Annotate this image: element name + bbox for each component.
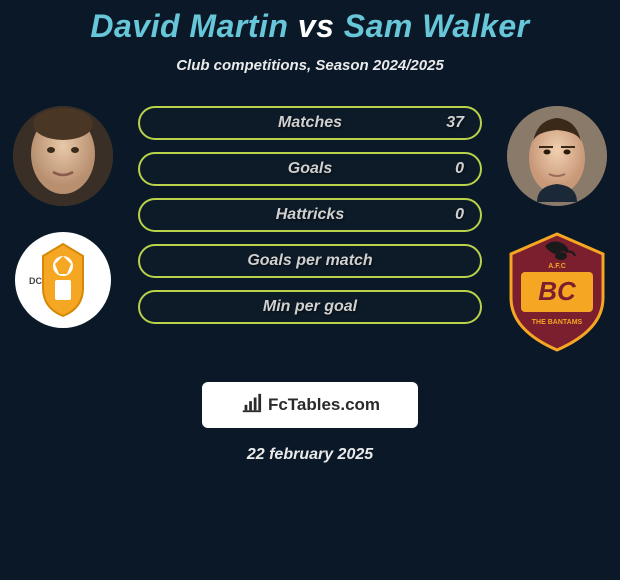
stat-label: Matches <box>278 114 342 132</box>
player2-name: Sam Walker <box>344 8 530 44</box>
svg-text:BC: BC <box>538 276 577 306</box>
stat-value: 0 <box>455 206 464 224</box>
subtitle: Club competitions, Season 2024/2025 <box>0 57 620 74</box>
svg-text:DC: DC <box>29 276 42 286</box>
stat-label: Min per goal <box>263 298 357 316</box>
player1-name: David Martin <box>90 8 288 44</box>
svg-text:THE BANTAMS: THE BANTAMS <box>532 319 583 326</box>
stat-label: Hattricks <box>276 206 344 224</box>
stat-row-goals-per-match: Goals per match <box>138 244 482 278</box>
comparison-title: David Martin vs Sam Walker <box>0 8 620 45</box>
player1-club-badge: DC <box>13 230 113 330</box>
date-text: 22 february 2025 <box>0 446 620 464</box>
stat-row-hattricks: Hattricks 0 <box>138 198 482 232</box>
stat-row-goals: Goals 0 <box>138 152 482 186</box>
stat-label: Goals <box>288 160 332 178</box>
stat-row-matches: Matches 37 <box>138 106 482 140</box>
stats-list: Matches 37 Goals 0 Hattricks 0 Goals per… <box>118 106 502 324</box>
player1-avatar <box>13 106 113 206</box>
stat-row-min-per-goal: Min per goal <box>138 290 482 324</box>
stat-value: 0 <box>455 160 464 178</box>
player2-club-badge: BC THE BANTAMS A.F.C <box>501 230 613 354</box>
vs-text: vs <box>298 8 335 44</box>
fctables-text: FcTables.com <box>268 395 380 415</box>
stat-value: 37 <box>446 114 464 132</box>
bar-chart-icon <box>240 392 262 419</box>
fctables-badge: FcTables.com <box>202 382 418 428</box>
player2-avatar <box>507 106 607 206</box>
svg-text:A.F.C: A.F.C <box>548 263 566 270</box>
stat-label: Goals per match <box>247 252 372 270</box>
